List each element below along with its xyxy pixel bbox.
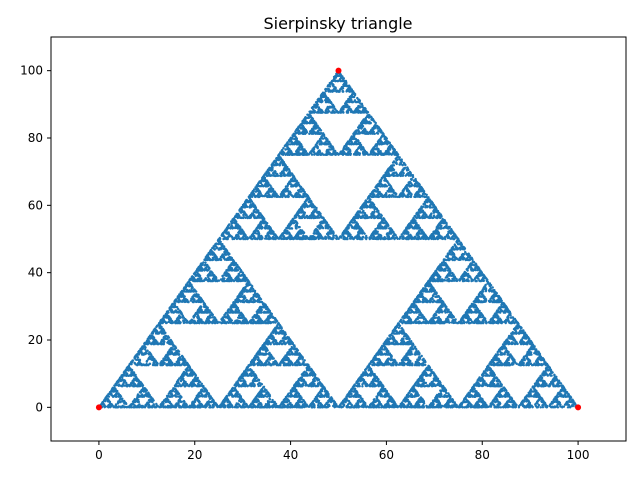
vertex-point-0 <box>95 404 102 411</box>
x-tick-label: 100 <box>567 448 590 462</box>
y-axis-ticks: 0 20 40 60 80 100 <box>20 64 51 414</box>
x-tick-label: 0 <box>95 448 103 462</box>
x-tick-label: 40 <box>283 448 298 462</box>
vertex-point-2 <box>575 404 582 411</box>
scatter-point-cloud <box>98 69 579 409</box>
y-tick-label: 100 <box>20 64 43 78</box>
x-tick-label: 80 <box>475 448 490 462</box>
y-tick-label: 60 <box>28 198 43 212</box>
vertex-points <box>95 67 582 411</box>
y-tick-label: 20 <box>28 333 43 347</box>
x-tick-label: 60 <box>379 448 394 462</box>
y-tick-label: 80 <box>28 131 43 145</box>
plot-area-frame <box>50 36 627 442</box>
x-axis-ticks: 0 20 40 60 80 100 <box>95 441 590 462</box>
scatter-points <box>98 69 579 409</box>
x-tick-label: 20 <box>187 448 202 462</box>
y-tick-label: 0 <box>35 400 43 414</box>
chart-title: Sierpinsky triangle <box>263 14 412 33</box>
y-tick-label: 40 <box>28 266 43 280</box>
vertex-point-1 <box>335 67 342 74</box>
